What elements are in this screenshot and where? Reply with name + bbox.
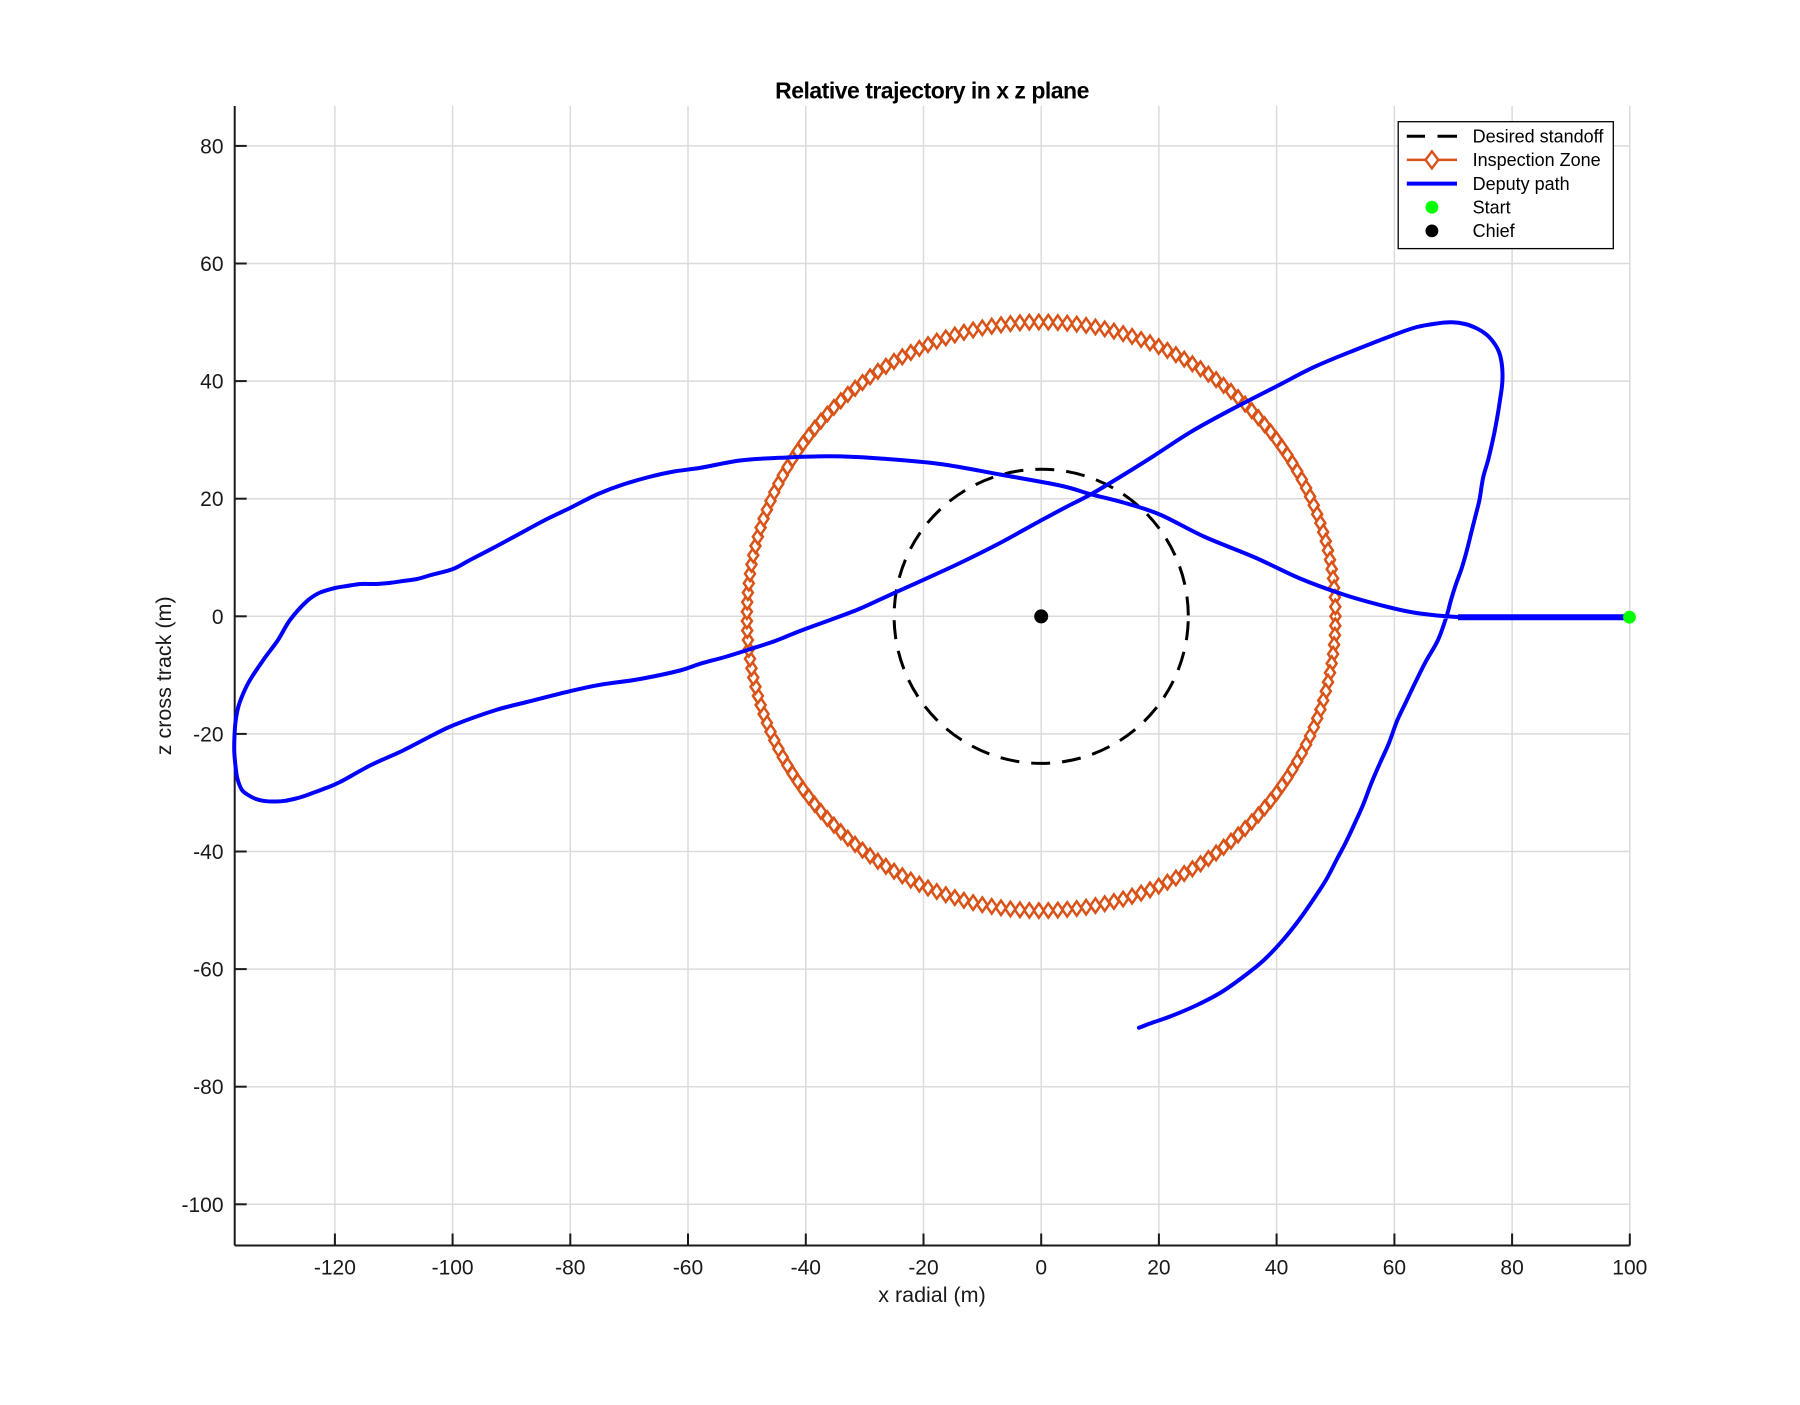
svg-text:-100: -100 <box>181 1194 223 1217</box>
svg-text:-60: -60 <box>193 959 223 982</box>
svg-text:0: 0 <box>212 606 224 629</box>
svg-text:-80: -80 <box>193 1076 223 1099</box>
svg-text:-20: -20 <box>193 723 223 746</box>
svg-text:-100: -100 <box>432 1257 474 1280</box>
svg-text:-40: -40 <box>193 841 223 864</box>
svg-text:20: 20 <box>1147 1257 1170 1280</box>
svg-text:Chief: Chief <box>1473 221 1516 241</box>
svg-text:40: 40 <box>200 371 223 394</box>
svg-text:x radial (m): x radial (m) <box>878 1283 986 1307</box>
svg-text:0: 0 <box>1035 1257 1047 1280</box>
svg-text:60: 60 <box>1383 1257 1406 1280</box>
svg-text:Inspection Zone: Inspection Zone <box>1473 150 1601 170</box>
svg-text:80: 80 <box>1500 1257 1523 1280</box>
svg-text:Start: Start <box>1473 198 1511 218</box>
svg-text:-120: -120 <box>314 1257 356 1280</box>
svg-text:40: 40 <box>1265 1257 1288 1280</box>
svg-text:20: 20 <box>200 488 223 511</box>
svg-text:Relative trajectory in x z pla: Relative trajectory in x z plane <box>775 78 1089 104</box>
svg-text:-20: -20 <box>908 1257 938 1280</box>
svg-text:-40: -40 <box>791 1257 821 1280</box>
svg-text:60: 60 <box>200 253 223 276</box>
svg-text:80: 80 <box>200 135 223 158</box>
svg-text:100: 100 <box>1612 1257 1647 1280</box>
svg-text:z cross track (m): z cross track (m) <box>152 596 176 755</box>
svg-text:Deputy path: Deputy path <box>1473 174 1570 194</box>
svg-text:-80: -80 <box>555 1257 585 1280</box>
svg-text:-60: -60 <box>673 1257 703 1280</box>
svg-text:Desired standoff: Desired standoff <box>1473 127 1605 147</box>
